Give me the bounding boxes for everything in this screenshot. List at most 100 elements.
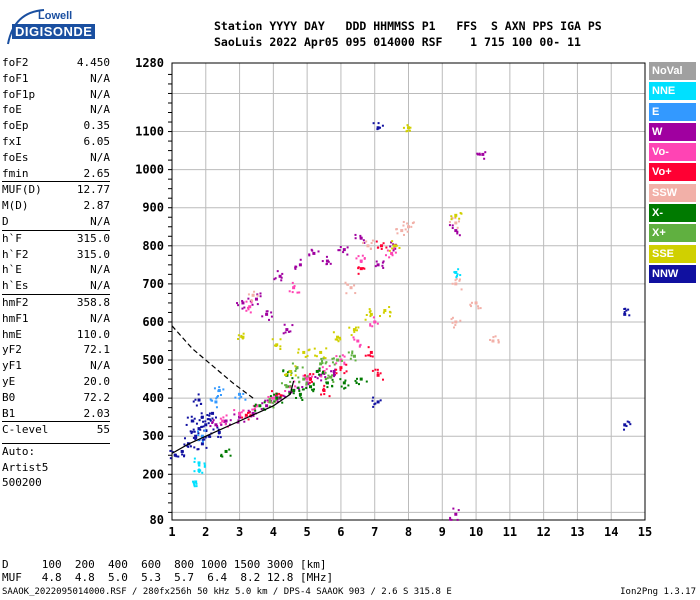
data-point-texture — [381, 124, 384, 127]
data-point-texture — [372, 316, 375, 319]
data-point-texture — [341, 354, 344, 357]
data-point-texture — [367, 354, 370, 357]
data-point-texture — [238, 415, 241, 418]
data-point-texture — [339, 369, 342, 372]
data-point-texture — [293, 380, 296, 383]
data-point-texture — [394, 251, 397, 254]
param-value: 55 — [96, 423, 110, 437]
data-point — [454, 512, 458, 516]
data-point-texture — [623, 424, 626, 427]
data-point-texture — [279, 338, 282, 341]
data-point-texture — [268, 405, 271, 408]
data-point-texture — [323, 384, 326, 387]
data-point-texture — [409, 126, 412, 129]
data-point-texture — [320, 357, 323, 360]
y-tick-label: 900 — [142, 201, 164, 215]
data-point-texture — [219, 422, 222, 425]
data-point-texture — [321, 372, 324, 375]
data-point-texture — [208, 412, 211, 415]
param-label: foEp — [2, 119, 29, 133]
data-point-texture — [289, 380, 292, 383]
data-point-texture — [209, 419, 212, 422]
data-point — [207, 434, 211, 438]
separator — [2, 443, 110, 445]
data-point-texture — [284, 373, 287, 376]
data-point-texture — [363, 241, 366, 244]
data-point-texture — [253, 290, 256, 293]
data-point — [454, 229, 458, 233]
param-label: D — [2, 214, 9, 228]
data-point-texture — [354, 379, 357, 382]
data-point-texture — [312, 252, 315, 255]
data-point-texture — [624, 307, 627, 310]
data-point — [332, 369, 336, 373]
y-tick-label: 300 — [142, 429, 164, 443]
data-point-texture — [321, 360, 324, 363]
data-point-texture — [195, 422, 198, 425]
data-point-texture — [460, 288, 463, 291]
data-point-texture — [448, 224, 451, 227]
data-point-texture — [457, 268, 460, 271]
param-label: foF2 — [2, 56, 29, 69]
data-point-texture — [192, 420, 195, 423]
data-point-texture — [289, 385, 292, 388]
param-value: 0.35 — [83, 119, 111, 133]
data-point-texture — [365, 380, 368, 383]
data-point-texture — [271, 338, 274, 341]
data-point-texture — [373, 403, 376, 406]
data-point-texture — [453, 326, 456, 329]
data-point-texture — [244, 398, 247, 401]
data-point — [197, 468, 201, 472]
data-point-texture — [375, 260, 378, 263]
param-value: 4.450 — [76, 56, 110, 69]
data-point-texture — [241, 337, 244, 340]
data-point-texture — [288, 385, 291, 388]
data-point-texture — [242, 392, 245, 395]
data-point-texture — [411, 222, 414, 225]
data-point-texture — [256, 293, 259, 296]
dashed-trace — [171, 325, 254, 399]
data-point-texture — [331, 357, 334, 360]
data-point — [319, 350, 323, 354]
data-point-texture — [625, 309, 628, 312]
data-point-texture — [369, 355, 372, 358]
param-label: B0 — [2, 390, 16, 404]
data-point-texture — [453, 271, 456, 274]
param-value: N/A — [90, 359, 110, 373]
data-point-texture — [362, 242, 365, 245]
data-point-texture — [193, 446, 196, 449]
param-value: 2.65 — [83, 166, 111, 180]
data-point-texture — [325, 377, 328, 380]
data-point — [383, 309, 387, 313]
data-point-texture — [318, 373, 321, 376]
data-point-texture — [357, 383, 360, 386]
y-tick-label: 800 — [142, 239, 164, 253]
data-point-texture — [270, 390, 273, 393]
data-point-texture — [202, 425, 205, 428]
data-point-texture — [359, 234, 362, 237]
data-point-texture — [333, 375, 336, 378]
data-point-texture — [190, 415, 193, 418]
data-point-texture — [355, 329, 358, 332]
data-point — [197, 398, 201, 402]
data-point-texture — [347, 351, 350, 354]
data-point-texture — [451, 217, 454, 220]
data-point-texture — [456, 230, 459, 233]
data-point-texture — [228, 448, 231, 451]
data-point-texture — [262, 407, 265, 410]
data-point-texture — [291, 377, 294, 380]
data-point-texture — [454, 324, 457, 327]
data-point-texture — [312, 390, 315, 393]
data-point-texture — [194, 398, 197, 401]
data-point-texture — [206, 414, 209, 417]
data-point-texture — [362, 267, 365, 270]
data-point — [407, 225, 410, 229]
data-point-texture — [363, 267, 366, 270]
logo-bottom-text: DIGISONDE — [12, 24, 96, 39]
data-point — [200, 442, 204, 446]
legend-item: NNE — [649, 82, 696, 101]
data-point-texture — [314, 375, 317, 378]
data-point-texture — [323, 372, 326, 375]
data-point-texture — [211, 399, 214, 402]
data-point-texture — [355, 381, 358, 384]
